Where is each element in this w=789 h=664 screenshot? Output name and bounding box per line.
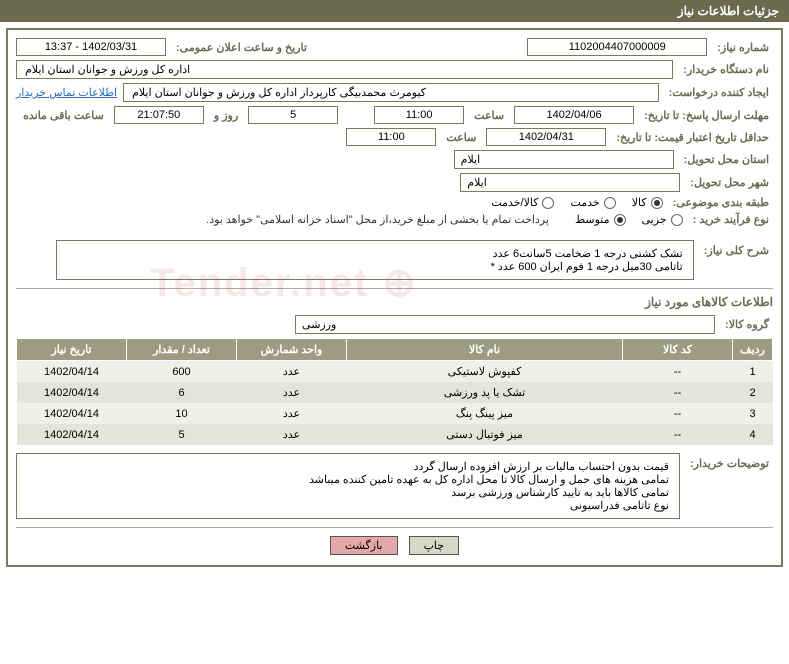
back-button[interactable]: بازگشت [330, 536, 398, 555]
radio-icon [604, 197, 616, 209]
table-cell: عدد [237, 424, 347, 445]
goods-group-label: گروه کالا: [721, 318, 773, 331]
table-cell: -- [623, 424, 733, 445]
table-cell: 5 [127, 424, 237, 445]
button-row: چاپ بازگشت [16, 527, 773, 557]
col-row: ردیف [733, 339, 773, 361]
table-cell: عدد [237, 403, 347, 424]
print-button[interactable]: چاپ [409, 536, 460, 555]
process-radios: جزیی متوسط [575, 213, 683, 226]
table-cell: 6 [127, 382, 237, 403]
category-option-0[interactable]: کالا [632, 196, 663, 209]
table-row: 1--کفپوش لاستیکیعدد6001402/04/14 [17, 361, 773, 383]
need-number-value: 1102004407000009 [527, 38, 707, 56]
price-validity-label: حداقل تاریخ اعتبار قیمت: تا تاریخ: [612, 131, 773, 144]
days-label: روز و [210, 109, 242, 122]
province-label: استان محل تحویل: [680, 153, 773, 166]
buyer-org-value: اداره کل ورزش و جوانان استان ایلام [16, 60, 673, 79]
table-cell: تشک یا پد ورزشی [347, 382, 623, 403]
col-unit: واحد شمارش [237, 339, 347, 361]
need-desc-text: تشک کشتی درجه 1 ضخامت 5سانت6 عدد تاتامی … [56, 240, 694, 280]
deadline-time: 11:00 [374, 106, 464, 124]
table-cell: 1402/04/14 [17, 403, 127, 424]
table-cell: 1402/04/14 [17, 361, 127, 383]
table-cell: -- [623, 361, 733, 383]
radio-icon [542, 197, 554, 209]
city-label: شهر محل تحویل: [686, 176, 773, 189]
table-cell: میز پینگ پنگ [347, 403, 623, 424]
col-name: نام کالا [347, 339, 623, 361]
buyer-notes-label: توضیحات خریدار: [686, 453, 773, 470]
need-number-label: شماره نیاز: [713, 41, 773, 54]
announce-label: تاریخ و ساعت اعلان عمومی: [172, 41, 311, 54]
category-option-1[interactable]: خدمت [570, 196, 615, 209]
price-validity-date: 1402/04/31 [486, 128, 606, 146]
process-option-0[interactable]: جزیی [642, 213, 683, 226]
countdown: 21:07:50 [114, 106, 204, 124]
city-value: ایلام [460, 173, 680, 192]
table-cell: 1402/04/14 [17, 424, 127, 445]
radio-icon [614, 214, 626, 226]
panel-title: جزئیات اطلاعات نیاز [0, 0, 789, 22]
table-row: 2--تشک یا پد ورزشیعدد61402/04/14 [17, 382, 773, 403]
table-cell: -- [623, 382, 733, 403]
deadline-days: 5 [248, 106, 338, 124]
table-cell: کفپوش لاستیکی [347, 361, 623, 383]
goods-section-title: اطلاعات کالاهای مورد نیاز [16, 288, 773, 309]
col-date: تاریخ نیاز [17, 339, 127, 361]
radio-icon [651, 197, 663, 209]
category-label: طبقه بندی موضوعی: [669, 196, 773, 209]
col-qty: تعداد / مقدار [127, 339, 237, 361]
table-cell: میز فوتبال دستی [347, 424, 623, 445]
buyer-contact-link[interactable]: اطلاعات تماس خریدار [16, 86, 117, 99]
table-cell: 1 [733, 361, 773, 383]
process-label: نوع فرآیند خرید : [689, 213, 773, 226]
category-radios: کالا خدمت کالا/خدمت [491, 196, 662, 209]
remaining-label: ساعت باقی مانده [19, 109, 108, 122]
radio-icon [671, 214, 683, 226]
buyer-notes-text: قیمت بدون احتساب مالیات بر ارزش افزوده ا… [16, 453, 680, 519]
col-code: کد کالا [623, 339, 733, 361]
announce-value: 1402/03/31 - 13:37 [16, 38, 166, 56]
table-row: 4--میز فوتبال دستیعدد51402/04/14 [17, 424, 773, 445]
panel-body: شماره نیاز: 1102004407000009 تاریخ و ساع… [6, 28, 783, 567]
requester-label: ایجاد کننده درخواست: [665, 86, 773, 99]
price-validity-time-label: ساعت [442, 131, 480, 144]
table-cell: 2 [733, 382, 773, 403]
buyer-org-label: نام دستگاه خریدار: [679, 63, 773, 76]
table-cell: 10 [127, 403, 237, 424]
table-cell: 4 [733, 424, 773, 445]
table-cell: 600 [127, 361, 237, 383]
category-option-2[interactable]: کالا/خدمت [491, 196, 554, 209]
table-cell: 1402/04/14 [17, 382, 127, 403]
deadline-date: 1402/04/06 [514, 106, 634, 124]
table-cell: -- [623, 403, 733, 424]
province-value: ایلام [454, 150, 674, 169]
table-row: 3--میز پینگ پنگعدد101402/04/14 [17, 403, 773, 424]
goods-table: ردیف کد کالا نام کالا واحد شمارش تعداد /… [16, 338, 773, 445]
requester-value: کیومرث محمدبیگی کارپرداز اداره کل ورزش و… [123, 83, 659, 102]
deadline-label: مهلت ارسال پاسخ: تا تاریخ: [640, 109, 773, 122]
table-cell: 3 [733, 403, 773, 424]
table-cell: عدد [237, 382, 347, 403]
table-cell: عدد [237, 361, 347, 383]
process-note: پرداخت تمام یا بخشی از مبلغ خرید،از محل … [206, 213, 549, 226]
deadline-time-label: ساعت [470, 109, 508, 122]
goods-group-value: ورزشی [295, 315, 715, 334]
price-validity-time: 11:00 [346, 128, 436, 146]
process-option-1[interactable]: متوسط [575, 213, 626, 226]
need-desc-label: شرح کلی نیاز: [700, 240, 773, 257]
